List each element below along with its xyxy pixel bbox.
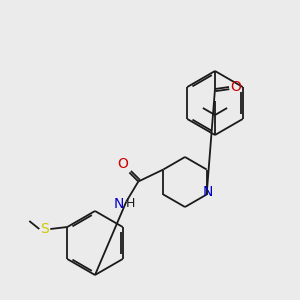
Text: O: O [231,80,242,94]
Text: S: S [40,222,49,236]
Text: N: N [202,184,213,199]
Text: H: H [126,197,135,210]
Text: O: O [117,158,128,172]
Text: N: N [113,196,124,211]
